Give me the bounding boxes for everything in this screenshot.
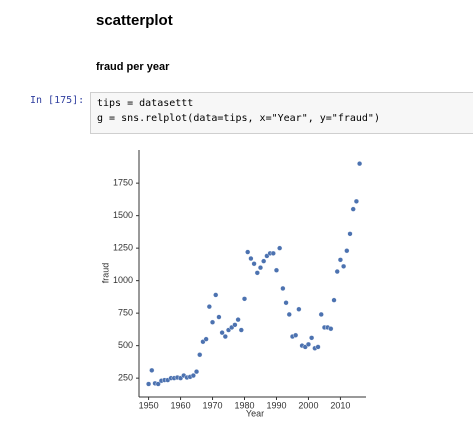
point [334, 268, 340, 275]
point [254, 270, 260, 276]
y-axis-label: fraud [100, 263, 110, 284]
point [190, 372, 196, 379]
point [155, 381, 161, 387]
x-tick-label: 2010 [330, 400, 350, 410]
point [238, 327, 244, 333]
point [245, 249, 251, 255]
point [235, 317, 241, 323]
heading: scatterplot [96, 12, 173, 29]
x-tick-label: 1970 [203, 400, 223, 410]
x-axis-label: Year [246, 408, 264, 418]
point [219, 330, 225, 336]
point [203, 336, 209, 342]
point [331, 297, 337, 303]
y-tick-label: 750 [118, 308, 133, 318]
point [286, 311, 292, 318]
point [293, 332, 299, 338]
point [309, 335, 315, 341]
y-tick-label: 500 [118, 340, 133, 350]
point [280, 285, 286, 292]
point [273, 267, 280, 273]
subheading: fraud per year [96, 61, 170, 73]
point [232, 322, 238, 328]
point [222, 333, 228, 340]
y-tick-label: 1000 [113, 275, 133, 285]
point [216, 314, 222, 320]
point [257, 265, 264, 271]
point [213, 292, 219, 298]
point [357, 161, 363, 167]
y-tick-label: 1250 [113, 243, 133, 253]
point [277, 245, 283, 251]
point [341, 263, 347, 269]
x-tick-label: 1990 [266, 400, 286, 410]
point [344, 248, 350, 254]
point [270, 250, 276, 256]
point [248, 255, 254, 262]
y-tick-label: 250 [118, 373, 133, 383]
point [305, 341, 312, 347]
code-line: g = sns.relplot(data=tips, x="Year", y="… [97, 113, 380, 124]
point [241, 296, 248, 302]
point [296, 306, 302, 312]
point [251, 261, 257, 267]
x-tick-label: 1960 [171, 400, 191, 410]
code-cell[interactable]: tips = datasettt g = sns.relplot(data=tip… [90, 92, 473, 134]
point [337, 257, 344, 263]
x-tick-label: 2000 [298, 400, 318, 410]
point [261, 258, 267, 264]
point [350, 206, 356, 212]
point [209, 319, 216, 325]
point [328, 326, 334, 332]
x-tick-label: 1950 [139, 400, 159, 410]
point [206, 304, 212, 310]
point [353, 198, 360, 204]
point [149, 367, 155, 373]
point [315, 344, 321, 350]
y-tick-label: 1750 [113, 178, 133, 188]
point [347, 231, 353, 237]
point [197, 352, 203, 358]
cell-prompt: In [175]: [30, 95, 85, 106]
point [283, 300, 289, 306]
point [193, 369, 200, 375]
x-tick-label: 1980 [234, 400, 254, 410]
y-tick-label: 1500 [113, 210, 133, 220]
code-line: tips = datasettt [97, 98, 194, 109]
point [318, 311, 324, 318]
point [145, 381, 152, 387]
